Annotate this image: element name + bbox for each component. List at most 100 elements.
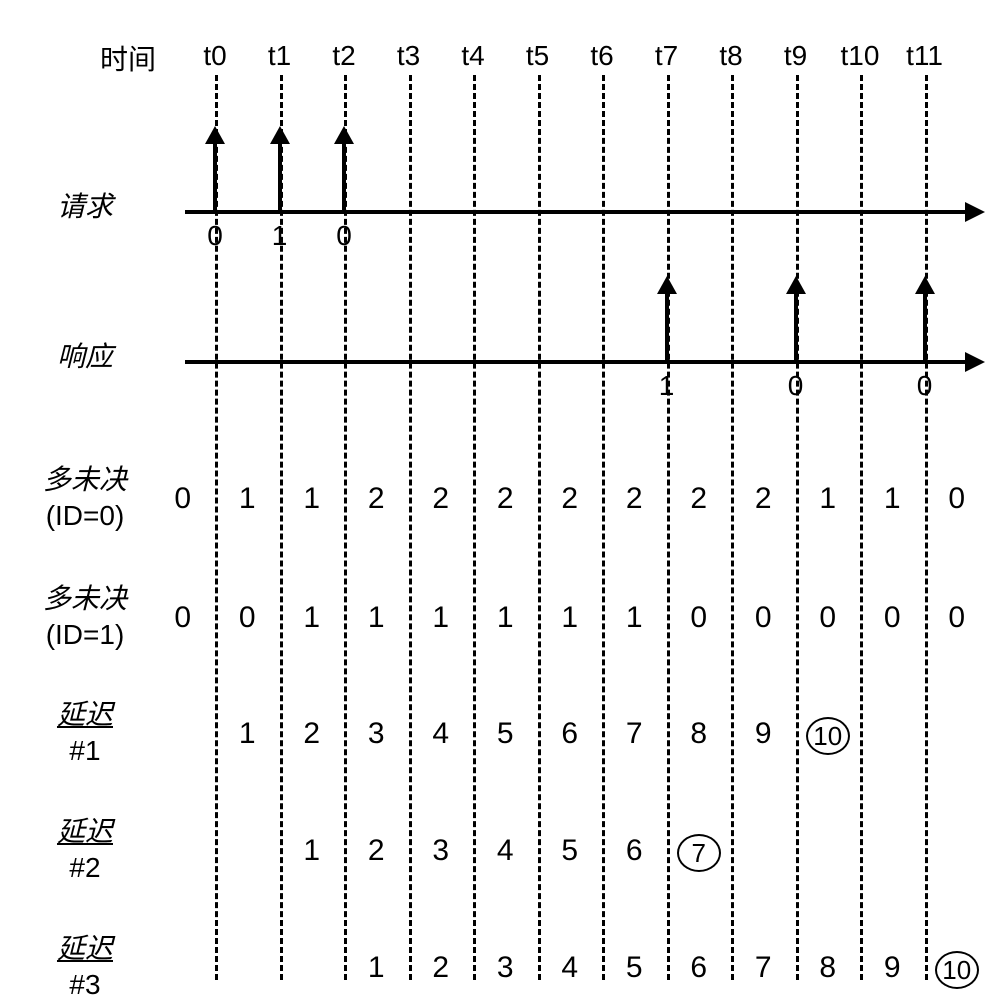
time-header-label: 时间 <box>100 38 156 78</box>
outstanding-id1-value: 0 <box>733 601 793 635</box>
delay-3-value: 3 <box>475 951 535 985</box>
request-event-arrow <box>213 142 217 210</box>
time-tick: t1 <box>250 40 310 72</box>
delay-3-value: 5 <box>604 951 664 985</box>
outstanding-id1-value: 0 <box>798 601 858 635</box>
timeline-arrowhead <box>965 352 985 372</box>
delay-1-value: 1 <box>217 717 277 751</box>
time-tick: t8 <box>701 40 761 72</box>
delay-3-value: 6 <box>669 951 729 985</box>
outstanding-id0-value: 2 <box>669 482 729 516</box>
outstanding-id0-label-line2: (ID=0) <box>46 500 125 531</box>
outstanding-id0-value: 2 <box>604 482 664 516</box>
request-event-value: 0 <box>195 220 235 252</box>
delay-2-value: 4 <box>475 834 535 868</box>
response-event-value: 0 <box>776 370 816 402</box>
request-timeline <box>185 210 965 214</box>
response-timeline <box>185 360 965 364</box>
outstanding-id1-value: 1 <box>475 601 535 635</box>
time-tick: t4 <box>443 40 503 72</box>
delay-3-value: 1 <box>346 951 406 985</box>
delay-2-value: 1 <box>282 834 342 868</box>
time-tick: t11 <box>895 40 955 72</box>
outstanding-id0-value: 1 <box>217 482 277 516</box>
delay-3-value: 9 <box>862 951 922 985</box>
delay-2-label: 延迟 #2 <box>0 815 170 886</box>
outstanding-id0-value: 2 <box>346 482 406 516</box>
request-event-value: 1 <box>260 220 300 252</box>
delay-1-value: 4 <box>411 717 471 751</box>
delay-2-label-line1: 延迟 <box>57 817 113 848</box>
outstanding-id1-value: 0 <box>927 601 987 635</box>
delay-1-value: 6 <box>540 717 600 751</box>
outstanding-id0-label-line1: 多未决 <box>43 465 127 496</box>
circled-value: 7 <box>677 834 721 872</box>
response-event-arrow <box>923 292 927 360</box>
delay-1-value: 10 <box>798 717 858 755</box>
delay-3-label-line1: 延迟 <box>57 934 113 965</box>
time-tick: t0 <box>185 40 245 72</box>
response-label: 响应 <box>0 340 170 375</box>
delay-1-value: 8 <box>669 717 729 751</box>
delay-3-value: 8 <box>798 951 858 985</box>
outstanding-id1-label: 多未决 (ID=1) <box>0 582 170 653</box>
timeline-arrowhead <box>965 202 985 222</box>
delay-1-value: 2 <box>282 717 342 751</box>
response-event-arrow <box>665 292 669 360</box>
circled-value: 10 <box>806 717 850 755</box>
response-event-arrow <box>794 292 798 360</box>
request-event-arrow <box>278 142 282 210</box>
delay-3-label-line2: #3 <box>69 969 100 1000</box>
delay-1-value: 7 <box>604 717 664 751</box>
outstanding-id1-value: 0 <box>669 601 729 635</box>
time-tick: t10 <box>830 40 890 72</box>
outstanding-id1-value: 1 <box>282 601 342 635</box>
response-event-value: 1 <box>647 370 687 402</box>
delay-3-value: 7 <box>733 951 793 985</box>
delay-2-value: 3 <box>411 834 471 868</box>
outstanding-id1-label-line2: (ID=1) <box>46 619 125 650</box>
outstanding-id1-value: 1 <box>604 601 664 635</box>
outstanding-id0-value: 2 <box>733 482 793 516</box>
time-tick: t9 <box>766 40 826 72</box>
request-event-value: 0 <box>324 220 364 252</box>
time-tick: t2 <box>314 40 374 72</box>
delay-1-value: 9 <box>733 717 793 751</box>
delay-2-value: 6 <box>604 834 664 868</box>
circled-value: 10 <box>935 951 979 989</box>
delay-3-value: 10 <box>927 951 987 989</box>
time-tick: t7 <box>637 40 697 72</box>
time-tick: t5 <box>508 40 568 72</box>
outstanding-id0-label: 多未决 (ID=0) <box>0 463 170 534</box>
outstanding-id0-value: 2 <box>475 482 535 516</box>
outstanding-id0-value: 0 <box>927 482 987 516</box>
outstanding-id1-value: 1 <box>346 601 406 635</box>
time-tick: t3 <box>379 40 439 72</box>
outstanding-id0-value: 2 <box>540 482 600 516</box>
outstanding-id0-value: 1 <box>282 482 342 516</box>
outstanding-id0-value: 1 <box>798 482 858 516</box>
request-event-arrow <box>342 142 346 210</box>
time-tick: t6 <box>572 40 632 72</box>
outstanding-id1-value: 0 <box>153 601 213 635</box>
response-event-value: 0 <box>905 370 945 402</box>
outstanding-id1-value: 0 <box>862 601 922 635</box>
delay-1-label-line1: 延迟 <box>57 700 113 731</box>
delay-1-value: 5 <box>475 717 535 751</box>
delay-2-value: 7 <box>669 834 729 872</box>
outstanding-id0-value: 1 <box>862 482 922 516</box>
delay-3-label: 延迟 #3 <box>0 932 170 1003</box>
delay-1-label-line2: #1 <box>69 735 100 766</box>
outstanding-id0-value: 2 <box>411 482 471 516</box>
delay-3-value: 4 <box>540 951 600 985</box>
outstanding-id1-value: 0 <box>217 601 277 635</box>
delay-2-label-line2: #2 <box>69 852 100 883</box>
delay-2-value: 5 <box>540 834 600 868</box>
request-label: 请求 <box>0 190 170 225</box>
outstanding-id1-label-line1: 多未决 <box>43 584 127 615</box>
outstanding-id1-value: 1 <box>411 601 471 635</box>
diagram-root: 时间t0t1t2t3t4t5t6t7t8t9t10t11请求响应010100多未… <box>0 0 998 1000</box>
delay-2-value: 2 <box>346 834 406 868</box>
outstanding-id0-value: 0 <box>153 482 213 516</box>
outstanding-id1-value: 1 <box>540 601 600 635</box>
